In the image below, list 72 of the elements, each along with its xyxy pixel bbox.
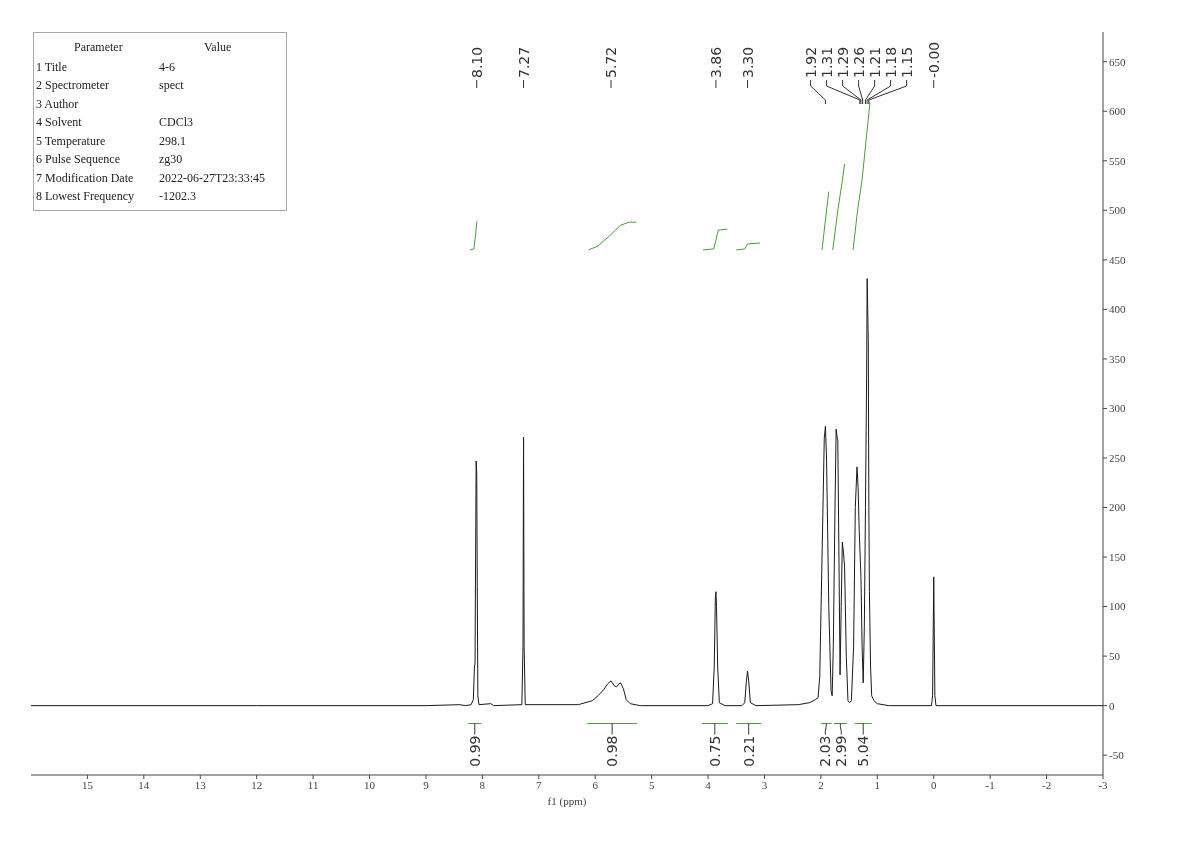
y-tick-label: 500 xyxy=(1109,204,1126,217)
annotation: 1.92 xyxy=(802,46,819,78)
annotation: 4-6 xyxy=(159,59,175,75)
annotation: 1.18 xyxy=(882,46,899,78)
x-tick-label: -2 xyxy=(1041,778,1052,791)
x-tick-label: -1 xyxy=(985,778,995,791)
x-tick-label: 7 xyxy=(536,778,543,791)
annotation: 1.15 xyxy=(898,46,915,78)
y-tick-label: 100 xyxy=(1109,600,1126,613)
annotation: 1.26 xyxy=(850,46,867,78)
x-tick-label: 11 xyxy=(307,778,319,791)
annotation: Parameter xyxy=(73,39,124,55)
x-tick-label: 10 xyxy=(364,778,376,791)
x-tick-label: 12 xyxy=(251,778,263,791)
x-tick-label: 2 xyxy=(818,778,824,791)
y-tick-label: 450 xyxy=(1109,253,1126,266)
y-tick-label: 150 xyxy=(1109,550,1126,563)
y-tick-label: 350 xyxy=(1109,352,1126,365)
annotation: 2 Spectrometer xyxy=(35,78,110,94)
y-tick-label: 550 xyxy=(1109,154,1126,167)
x-tick-label: 6 xyxy=(592,778,599,791)
annotation: 5.72 xyxy=(603,46,620,78)
annotation: 3.86 xyxy=(707,46,724,78)
annotation: 0.21 xyxy=(740,735,757,767)
annotation: 0.98 xyxy=(604,735,621,767)
x-tick-label: 4 xyxy=(705,778,712,791)
annotation: -1202.3 xyxy=(159,189,196,205)
annotation: 4 Solvent xyxy=(35,115,83,131)
annotation: 5.04 xyxy=(855,735,872,767)
y-tick-label: 0 xyxy=(1109,699,1115,712)
annotation: 1.21 xyxy=(866,46,883,78)
annotation: 3 Author xyxy=(35,96,80,112)
y-tick-label: 50 xyxy=(1109,650,1121,663)
x-tick-label: 8 xyxy=(479,778,486,791)
annotation: 1.31 xyxy=(818,46,835,78)
x-axis-title: f1 (ppm) xyxy=(547,794,587,808)
x-tick-label: 13 xyxy=(194,778,207,791)
annotation: 1 Title xyxy=(35,59,69,75)
x-tick-label: 3 xyxy=(761,778,768,791)
annotation: 2.03 xyxy=(817,735,834,767)
annotation: spect xyxy=(159,78,184,94)
y-tick-label: 600 xyxy=(1109,105,1126,118)
annotation: 8.10 xyxy=(468,46,485,78)
x-tick-label: 1 xyxy=(874,778,881,791)
annotation: 2.99 xyxy=(833,735,850,767)
annotation: 298.1 xyxy=(159,133,186,149)
annotation: 7 Modification Date xyxy=(35,170,135,186)
y-tick-label: 400 xyxy=(1109,303,1126,316)
y-tick-label: 200 xyxy=(1109,501,1126,514)
annotation: 7.27 xyxy=(515,46,532,78)
annotation: 0.99 xyxy=(466,735,483,767)
x-tick-label: 9 xyxy=(423,778,430,791)
annotation: -0.00 xyxy=(925,41,942,78)
y-tick-label: 650 xyxy=(1109,55,1126,68)
annotation: 1.29 xyxy=(834,46,851,78)
y-tick-label: 300 xyxy=(1109,402,1126,415)
annotation: 3.30 xyxy=(739,46,756,78)
y-tick-label: -50 xyxy=(1109,749,1125,762)
annotation: 5 Temperature xyxy=(35,133,107,149)
annotation: Value xyxy=(203,39,232,55)
annotation: 8 Lowest Frequency xyxy=(35,189,135,205)
x-tick-label: 14 xyxy=(138,778,150,791)
x-tick-label: 5 xyxy=(648,778,655,791)
annotation: 6 Pulse Sequence xyxy=(35,152,121,168)
annotation: CDCl3 xyxy=(159,115,194,131)
x-tick-label: 15 xyxy=(81,778,94,791)
y-tick-label: 250 xyxy=(1109,451,1126,464)
x-tick-label: -3 xyxy=(1098,778,1109,791)
x-tick-label: 0 xyxy=(930,778,937,791)
annotation: zg30 xyxy=(159,152,183,168)
annotation: 0.75 xyxy=(706,735,723,767)
annotation: 2022-06-27T23:33:45 xyxy=(159,170,265,186)
